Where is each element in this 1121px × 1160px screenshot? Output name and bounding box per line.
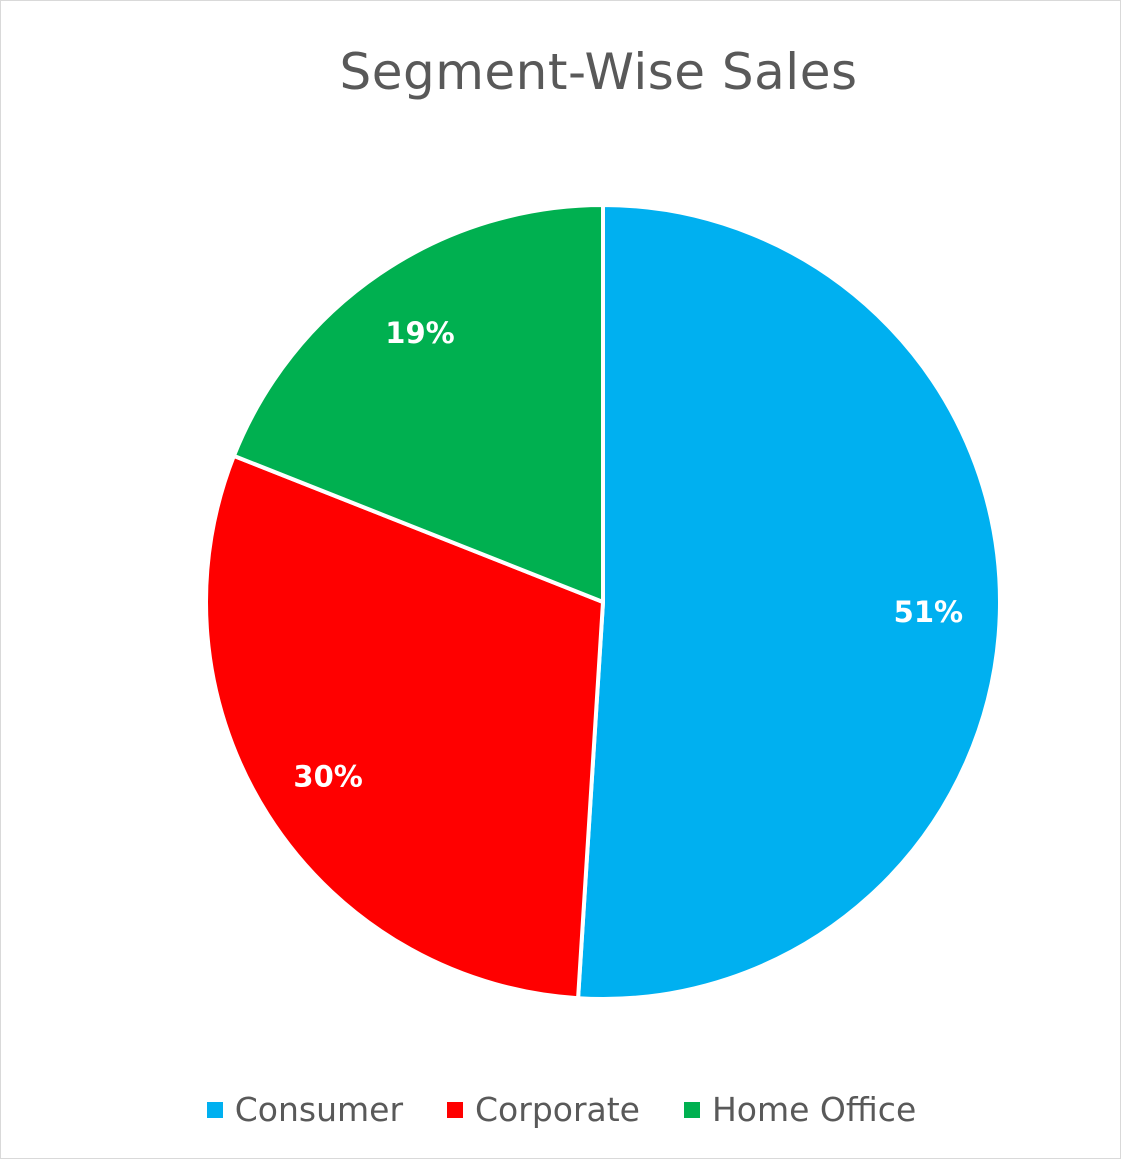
pie-slice-corporate[interactable]	[204, 453, 605, 1001]
legend-label-home-office: Home Office	[711, 1090, 917, 1129]
legend: Consumer Corporate Home Office	[1, 1090, 1121, 1129]
legend-item-home-office[interactable]: Home Office	[683, 1090, 917, 1129]
legend-swatch-corporate	[447, 1101, 464, 1118]
pie-slice-consumer[interactable]	[576, 203, 1002, 1001]
data-label-home-office: 19%	[385, 316, 454, 350]
data-label-consumer: 51%	[894, 595, 963, 629]
legend-item-corporate[interactable]: Corporate	[447, 1090, 640, 1129]
pie-slice-home-office[interactable]	[231, 203, 605, 604]
legend-label-consumer: Consumer	[234, 1090, 404, 1129]
data-label-corporate: 30%	[293, 759, 362, 793]
legend-swatch-consumer	[206, 1101, 223, 1118]
legend-label-corporate: Corporate	[475, 1090, 640, 1129]
legend-swatch-home-office	[683, 1101, 700, 1118]
chart-title: Segment-Wise Sales	[339, 43, 858, 101]
legend-item-consumer[interactable]: Consumer	[206, 1090, 404, 1129]
